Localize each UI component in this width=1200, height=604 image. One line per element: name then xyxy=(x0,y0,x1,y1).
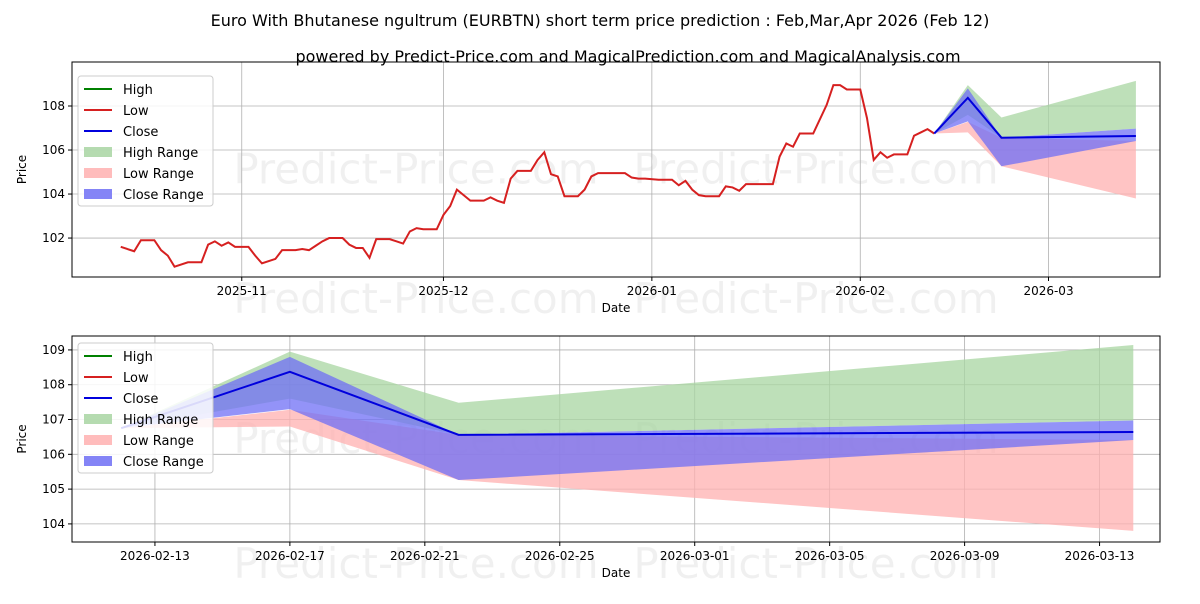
x-tick-label: 2025-12 xyxy=(418,284,468,298)
legend-label: Close Range xyxy=(123,188,204,203)
x-tick-label: 2026-03-13 xyxy=(1065,549,1135,563)
y-tick-label: 108 xyxy=(42,378,65,392)
y-tick-label: 104 xyxy=(42,517,65,531)
y-tick-label: 109 xyxy=(42,343,65,357)
axes-frame xyxy=(71,335,1161,543)
watermark: Predict-Price.com xyxy=(633,539,998,588)
legend-label: Close xyxy=(123,392,158,407)
y-tick-label: 108 xyxy=(42,99,65,113)
watermark: Predict-Price.com xyxy=(633,145,998,194)
legend-label: Low xyxy=(123,104,149,119)
x-axis-label: Date xyxy=(602,566,631,580)
watermark: Predict-Price.com xyxy=(233,539,598,588)
legend-label: Low Range xyxy=(123,434,194,449)
y-tick-label: 106 xyxy=(42,447,65,461)
top-chart-panel: Predict-Price.com Predict-Price.com Predic… xyxy=(15,61,1161,323)
y-tick-label: 102 xyxy=(42,231,65,245)
watermark: Predict-Price.com xyxy=(233,274,598,323)
y-tick-label: 107 xyxy=(42,413,65,427)
legend-label: High Range xyxy=(123,146,198,161)
y-axis-label: Price xyxy=(15,155,29,184)
axes-frame xyxy=(71,61,1161,278)
close-range-band xyxy=(934,88,1136,167)
watermark: Predict-Price.com xyxy=(233,145,598,194)
x-tick-label: 2026-03-09 xyxy=(930,549,1000,563)
close-range-band xyxy=(121,356,1134,481)
legend-label: Low Range xyxy=(123,167,194,182)
legend-swatch-patch xyxy=(84,168,112,178)
chart-subtitle: powered by Predict-Price.com and Magical… xyxy=(295,47,960,66)
x-tick-label: 2026-02-13 xyxy=(120,549,190,563)
legend-swatch-patch xyxy=(84,189,112,199)
legend-label: Close Range xyxy=(123,455,204,470)
x-tick-label: 2026-02-21 xyxy=(390,549,460,563)
x-tick-label: 2026-01 xyxy=(627,284,677,298)
legend-label: Low xyxy=(123,371,149,386)
legend-label: Close xyxy=(123,125,158,140)
x-tick-label: 2026-03-05 xyxy=(795,549,865,563)
chart-title: Euro With Bhutanese ngultrum (EURBTN) sh… xyxy=(211,11,990,30)
close-forecast-line xyxy=(933,96,1136,139)
legend-label: High Range xyxy=(123,413,198,428)
bottom-chart-panel: Predict-Price.comPredict-Price.comPredic… xyxy=(15,335,1161,588)
y-tick-label: 106 xyxy=(42,143,65,157)
legend-swatch-patch xyxy=(84,147,112,157)
legend-swatch-patch xyxy=(84,435,112,445)
x-tick-label: 2026-02-25 xyxy=(525,549,595,563)
legend-swatch-patch xyxy=(84,414,112,424)
y-tick-label: 105 xyxy=(42,482,65,496)
watermark: Predict-Price.com xyxy=(633,274,998,323)
x-tick-label: 2026-02-17 xyxy=(255,549,325,563)
x-tick-label: 2026-03 xyxy=(1023,284,1073,298)
x-axis-label: Date xyxy=(602,301,631,315)
y-axis-label: Price xyxy=(15,424,29,453)
low-price-line xyxy=(120,84,935,268)
legend-label: High xyxy=(123,350,153,365)
y-tick-label: 104 xyxy=(42,187,65,201)
legend-label: High xyxy=(123,83,153,98)
legend-swatch-patch xyxy=(84,456,112,466)
x-tick-label: 2026-02 xyxy=(835,284,885,298)
x-tick-label: 2025-11 xyxy=(217,284,267,298)
x-tick-label: 2026-03-01 xyxy=(660,549,730,563)
